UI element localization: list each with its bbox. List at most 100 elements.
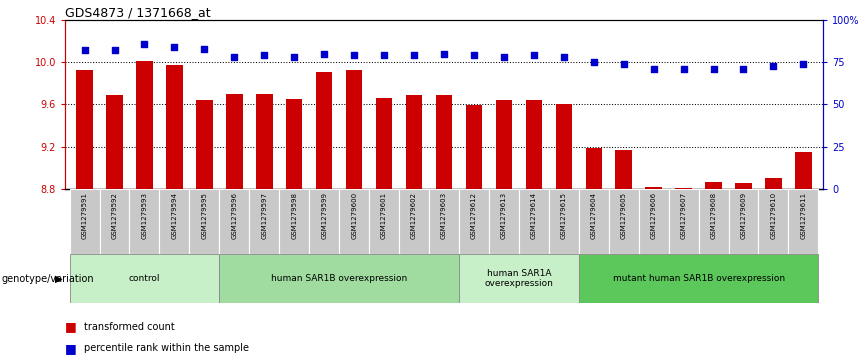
Point (137, 41, 151, 46)
Text: GSM1279592: GSM1279592 (111, 192, 117, 239)
Bar (436, 95, 452, 189)
Bar (136, 61, 153, 189)
Bar (759, 189, 788, 254)
Point (617, 61, 631, 67)
Bar (459, 189, 489, 254)
Bar (459, 254, 579, 303)
Bar (526, 100, 542, 189)
Point (647, 66, 661, 72)
Text: GSM1279602: GSM1279602 (411, 192, 417, 239)
Bar (309, 189, 339, 254)
Text: GSM1279603: GSM1279603 (441, 192, 447, 239)
Text: GSM1279604: GSM1279604 (591, 192, 596, 239)
Text: GSM1279614: GSM1279614 (531, 192, 536, 239)
Text: GSM1279593: GSM1279593 (141, 192, 148, 239)
Text: GSM1279599: GSM1279599 (321, 192, 327, 239)
Text: GSM1279609: GSM1279609 (740, 192, 746, 239)
Bar (556, 105, 572, 189)
Bar (399, 189, 429, 254)
Bar (220, 254, 459, 303)
Bar (345, 70, 362, 189)
Bar (279, 189, 309, 254)
Bar (519, 189, 549, 254)
Point (377, 53, 391, 58)
Point (317, 51, 331, 57)
Point (347, 53, 361, 58)
Text: GSM1279600: GSM1279600 (352, 192, 357, 239)
Bar (646, 187, 662, 189)
Bar (129, 189, 160, 254)
Bar (189, 189, 220, 254)
Bar (735, 183, 752, 189)
Bar (579, 254, 819, 303)
Point (287, 54, 301, 60)
Text: GSM1279610: GSM1279610 (771, 192, 777, 239)
Point (227, 54, 241, 60)
Bar (586, 148, 602, 189)
Text: transformed count: transformed count (84, 322, 175, 332)
Bar (256, 94, 273, 189)
Text: ■: ■ (65, 342, 77, 355)
Bar (69, 189, 100, 254)
Bar (69, 254, 220, 303)
Bar (339, 189, 369, 254)
Bar (166, 65, 182, 189)
Bar (549, 189, 579, 254)
Text: mutant human SAR1B overexpression: mutant human SAR1B overexpression (613, 274, 785, 283)
Point (797, 61, 811, 67)
Point (677, 66, 691, 72)
Point (497, 54, 511, 60)
Bar (579, 189, 608, 254)
Point (737, 66, 751, 72)
Bar (608, 189, 639, 254)
Point (766, 63, 780, 69)
Point (257, 53, 271, 58)
Text: human SAR1A
overexpression: human SAR1A overexpression (484, 269, 553, 288)
Point (467, 53, 481, 58)
Bar (429, 189, 459, 254)
Bar (639, 189, 668, 254)
Text: GSM1279608: GSM1279608 (711, 192, 717, 239)
Text: GSM1279595: GSM1279595 (201, 192, 207, 239)
Text: GSM1279597: GSM1279597 (261, 192, 267, 239)
Point (707, 66, 720, 72)
Text: GSM1279601: GSM1279601 (381, 192, 387, 239)
Point (527, 53, 541, 58)
Bar (795, 152, 812, 189)
Bar (668, 189, 699, 254)
Bar (160, 189, 189, 254)
Point (197, 46, 211, 52)
Text: GSM1279612: GSM1279612 (471, 192, 477, 239)
Bar (226, 94, 242, 189)
Bar (316, 72, 332, 189)
Bar (466, 105, 482, 189)
Bar (699, 189, 728, 254)
Text: GSM1279594: GSM1279594 (171, 192, 177, 239)
Text: GSM1279605: GSM1279605 (621, 192, 627, 239)
Bar (376, 98, 392, 189)
Bar (615, 150, 632, 189)
Point (108, 48, 122, 53)
Bar (406, 95, 422, 189)
Text: GSM1279613: GSM1279613 (501, 192, 507, 239)
Text: GSM1279596: GSM1279596 (232, 192, 237, 239)
Text: control: control (128, 274, 161, 283)
Text: ■: ■ (65, 320, 77, 333)
Text: GSM1279607: GSM1279607 (681, 192, 687, 239)
Text: human SAR1B overexpression: human SAR1B overexpression (271, 274, 407, 283)
Bar (100, 189, 129, 254)
Text: GSM1279611: GSM1279611 (800, 192, 806, 239)
Text: GSM1279598: GSM1279598 (292, 192, 297, 239)
Point (407, 53, 421, 58)
Text: genotype/variation: genotype/variation (2, 274, 95, 284)
Bar (286, 99, 302, 189)
Bar (766, 178, 782, 189)
Point (587, 59, 601, 65)
Text: GSM1279615: GSM1279615 (561, 192, 567, 239)
Bar (675, 188, 692, 189)
Bar (489, 189, 519, 254)
Bar (106, 95, 122, 189)
Bar (496, 100, 512, 189)
Bar (220, 189, 249, 254)
Point (168, 44, 181, 50)
